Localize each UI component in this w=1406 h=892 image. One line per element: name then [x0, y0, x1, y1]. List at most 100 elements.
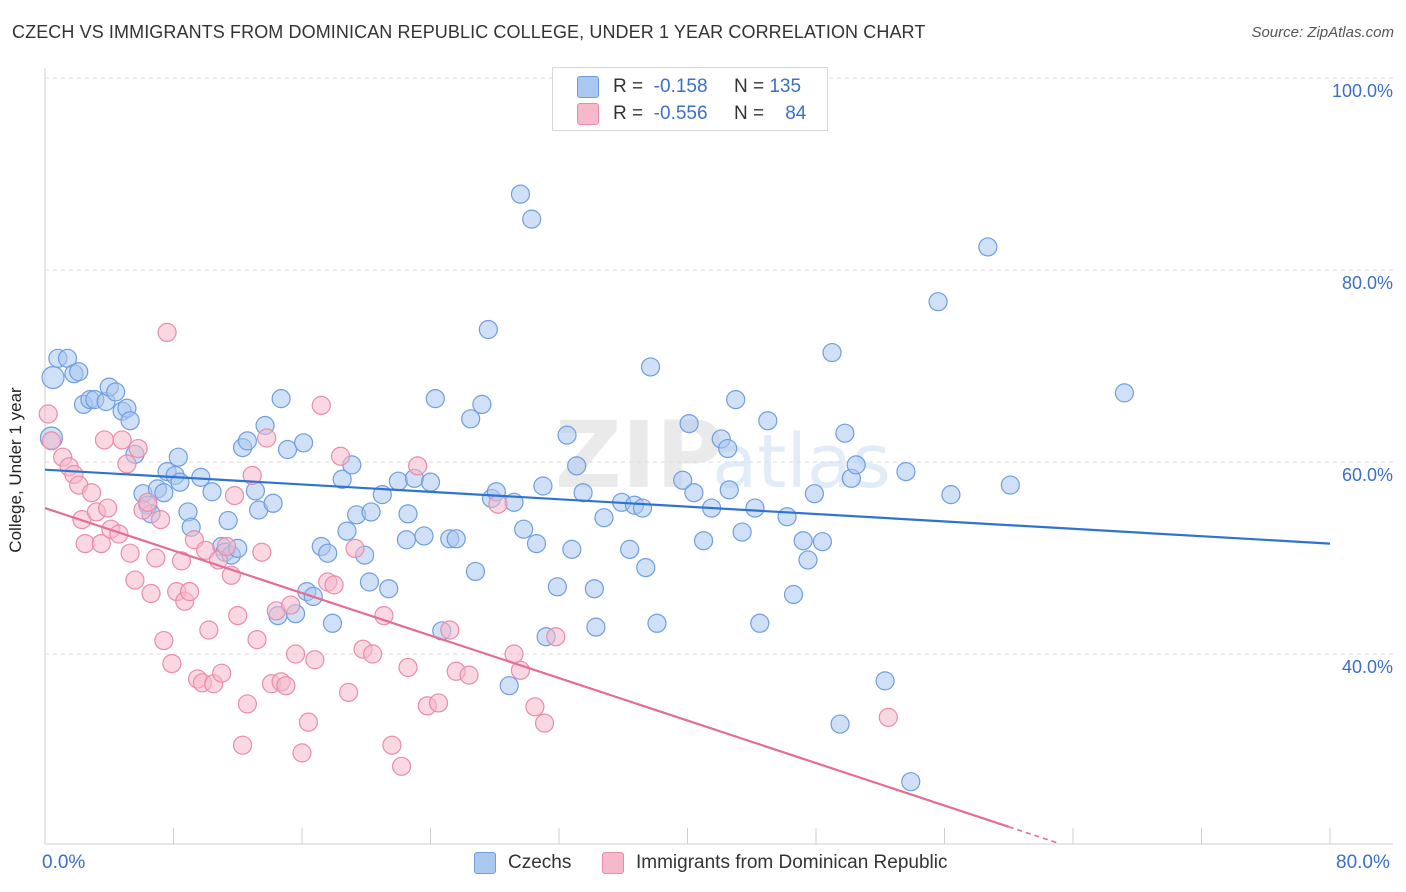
point-czechs-115 [804, 484, 824, 504]
trend-lines [44, 468, 1331, 844]
legend-swatch-czechs [474, 852, 496, 874]
source-label: Source: ZipAtlas.com [1251, 24, 1394, 41]
point-czechs-24 [170, 472, 190, 492]
point-czechs-80 [526, 533, 547, 554]
point-czechs-28 [202, 482, 222, 502]
point-dominican-7 [75, 533, 95, 554]
point-czechs-23 [168, 447, 188, 467]
point-dominican-82 [546, 627, 566, 647]
point-dominican-16 [117, 454, 137, 474]
point-dominican-71 [408, 456, 428, 476]
legend-row-czechs: R = -0.158 N = 135 [577, 75, 801, 99]
point-dominican-55 [285, 644, 306, 664]
point-dominican-81 [534, 713, 555, 733]
point-czechs-69 [461, 409, 481, 429]
point-dominican-76 [459, 665, 479, 685]
point-dominican-47 [247, 629, 267, 650]
x-max-label: 80.0% [1336, 852, 1390, 873]
point-dominican-0 [38, 404, 58, 424]
point-dominican-21 [138, 492, 158, 512]
y-axis-label: College, Under 1 year [6, 387, 25, 553]
series-legend: Czechs Immigrants from Dominican Republi… [0, 852, 1406, 878]
point-dominican-70 [398, 657, 418, 678]
point-dominican-61 [324, 575, 344, 595]
point-czechs-106 [726, 390, 746, 410]
point-dominican-80 [525, 697, 545, 717]
point-czechs-96 [640, 357, 661, 377]
point-dominican-73 [428, 693, 449, 713]
y-tick-label-0: 100.0% [1332, 81, 1393, 101]
y-tick-label-2: 60.0% [1342, 465, 1393, 485]
n-value-czechs: 135 [769, 76, 802, 97]
point-czechs-42 [277, 439, 298, 460]
point-czechs-5 [69, 362, 89, 382]
point-czechs-85 [562, 539, 582, 559]
point-czechs-128 [1000, 475, 1020, 495]
point-czechs-84 [557, 425, 577, 445]
legend-swatch-czechs [577, 76, 599, 98]
r-value-czechs: -0.158 [653, 76, 708, 97]
point-czechs-89 [586, 617, 606, 637]
point-dominican-49 [257, 428, 277, 448]
point-czechs-116 [812, 532, 833, 552]
legend-item-dominican: Immigrants from Dominican Republic [602, 852, 948, 874]
point-czechs-112 [783, 584, 804, 605]
point-czechs-63 [414, 526, 434, 546]
r-value-dominican: -0.556 [653, 103, 708, 124]
point-czechs-97 [647, 613, 667, 633]
point-czechs-51 [337, 521, 357, 541]
r-label: R = [613, 76, 644, 97]
legend-label-dominican: Immigrants from Dominican Republic [636, 852, 948, 873]
point-dominican-15 [112, 430, 132, 450]
point-dominican-46 [242, 465, 262, 486]
point-czechs-83 [547, 577, 567, 597]
point-czechs-72 [478, 319, 498, 340]
point-dominican-57 [298, 712, 319, 732]
point-czechs-117 [822, 342, 842, 363]
trend-line-czechs [44, 468, 1331, 545]
point-czechs-98 [673, 470, 693, 490]
point-czechs-121 [846, 455, 866, 475]
point-czechs-109 [750, 613, 770, 633]
point-dominican-74 [440, 620, 460, 640]
point-czechs-105 [719, 480, 739, 500]
y-tick-labels: 100.0% 80.0% 60.0% 40.0% [1332, 81, 1393, 677]
point-czechs-56 [361, 502, 381, 522]
point-dominican-12 [98, 498, 118, 518]
n-value-dominican: 84 [785, 103, 807, 124]
point-dominican-36 [199, 620, 219, 640]
point-czechs-127 [978, 237, 998, 257]
legend-item-czechs: Czechs [474, 852, 571, 874]
point-dominican-39 [212, 663, 232, 683]
point-czechs-125 [928, 292, 948, 312]
point-czechs-108 [745, 498, 765, 518]
point-czechs-92 [620, 539, 640, 559]
legend-swatch-dominican [602, 852, 624, 874]
point-czechs-41 [271, 389, 291, 409]
point-dominican-26 [157, 322, 177, 342]
point-czechs-31 [218, 510, 238, 531]
point-czechs-44 [294, 433, 314, 453]
point-dominican-35 [196, 540, 216, 560]
point-czechs-124 [901, 772, 921, 792]
point-czechs-70 [465, 561, 486, 582]
point-czechs-77 [510, 184, 531, 204]
point-czechs-49 [322, 613, 343, 633]
r-label: R = [613, 103, 644, 124]
point-dominican-56 [292, 743, 312, 763]
point-dominican-43 [228, 605, 248, 626]
point-czechs-14 [120, 411, 140, 431]
point-czechs-110 [758, 411, 778, 431]
point-czechs-87 [573, 483, 593, 503]
point-dominican-42 [224, 486, 245, 506]
point-dominican-48 [252, 542, 272, 562]
point-dominican-67 [374, 605, 394, 626]
point-czechs-1 [41, 365, 65, 390]
trend-line-dominican-extension [1008, 826, 1058, 844]
point-czechs-90 [594, 508, 614, 528]
trend-line-dominican [44, 507, 1010, 828]
point-czechs-104 [718, 438, 738, 459]
point-dominican-83 [878, 707, 898, 727]
axes [44, 68, 1393, 845]
